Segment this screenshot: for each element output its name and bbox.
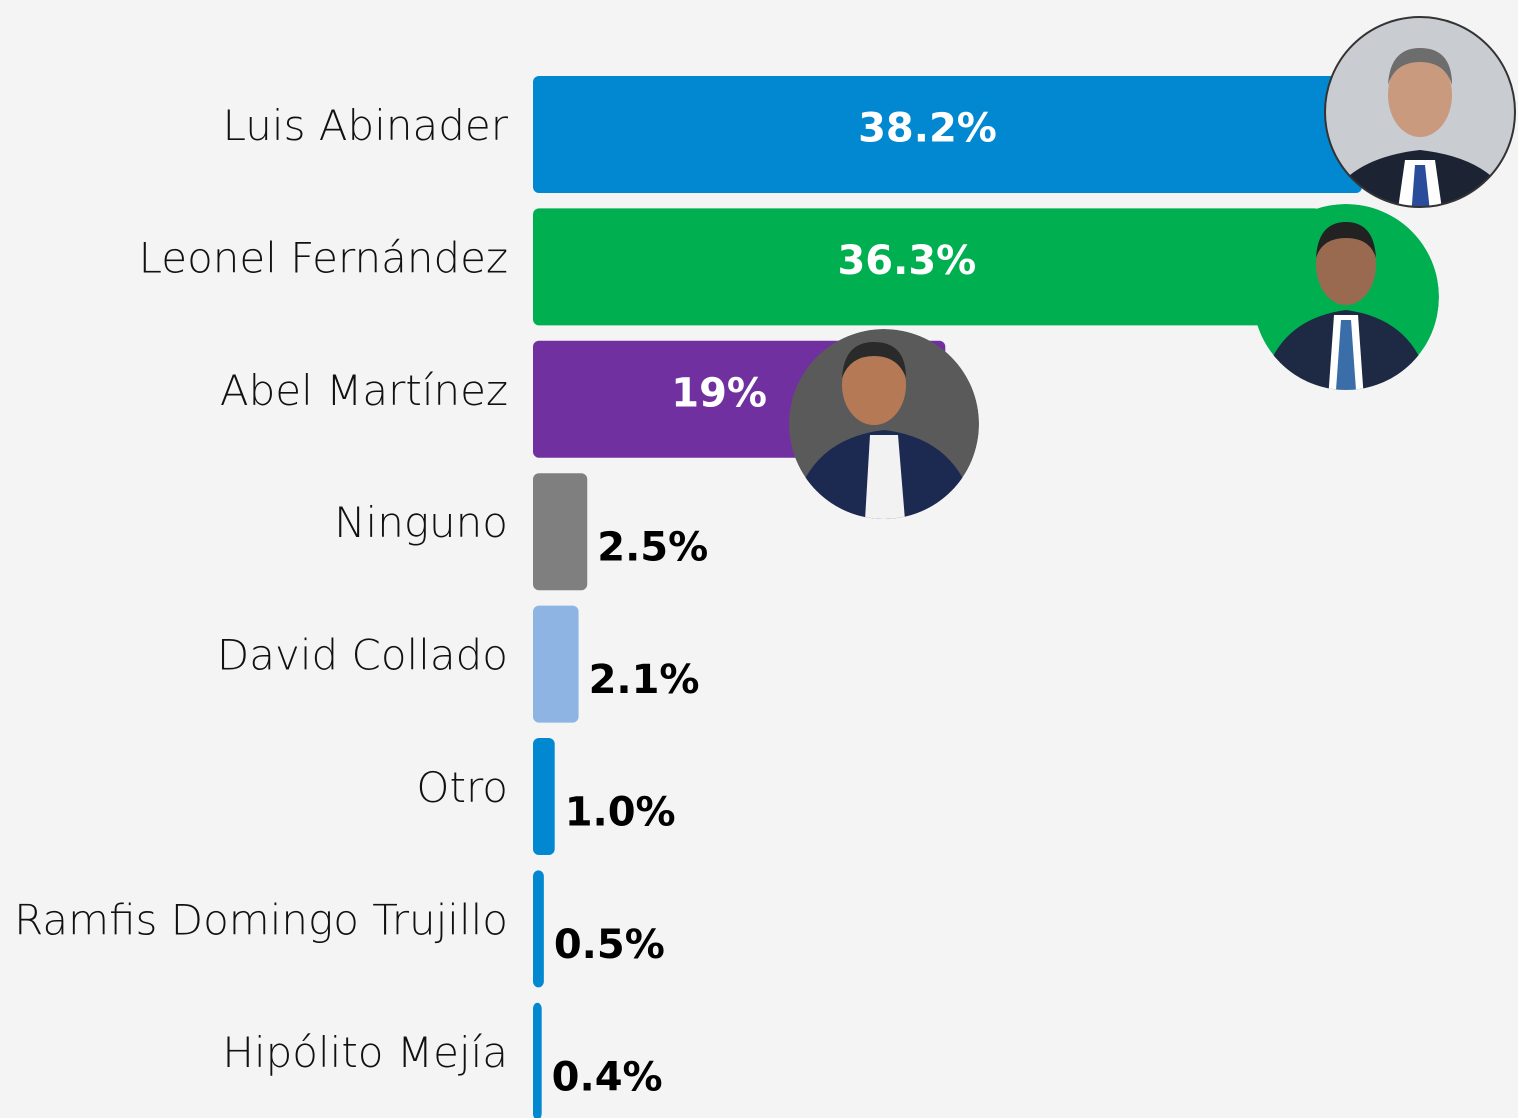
photo-martinez — [789, 329, 979, 530]
value-label: 0.5% — [554, 922, 665, 968]
value-label: 2.1% — [589, 657, 700, 703]
bar — [533, 473, 587, 590]
bar — [533, 870, 544, 987]
category-label: Leonel Fernández — [139, 233, 508, 282]
category-label: Otro — [416, 763, 508, 812]
value-label: 0.4% — [552, 1054, 663, 1100]
category-label: Abel Martínez — [220, 366, 508, 415]
value-label: 2.5% — [597, 525, 708, 571]
value-label: 19% — [671, 370, 767, 416]
category-label: Hipólito Mejía — [222, 1028, 508, 1077]
bar — [533, 606, 579, 723]
photo-fernandez — [1253, 204, 1439, 400]
bar — [533, 738, 555, 855]
value-label: 1.0% — [565, 790, 676, 836]
bar — [533, 1003, 542, 1118]
bars: Luis Abinader 38.2% Leonel Fernández 36.3% A… — [14, 76, 1362, 1118]
category-label: Ninguno — [334, 498, 508, 547]
value-label: 38.2% — [858, 106, 997, 152]
category-label: Luis Abinader — [223, 101, 509, 150]
chart: Luis Abinader 38.2% Leonel Fernández 36.3% A… — [0, 0, 1518, 1118]
value-label: 36.3% — [837, 238, 976, 284]
category-label: David Collado — [217, 631, 508, 680]
category-label: Ramfis Domingo Trujillo — [14, 895, 508, 944]
page: Luis Abinader 38.2% Leonel Fernández 36.3% A… — [0, 0, 1518, 1118]
